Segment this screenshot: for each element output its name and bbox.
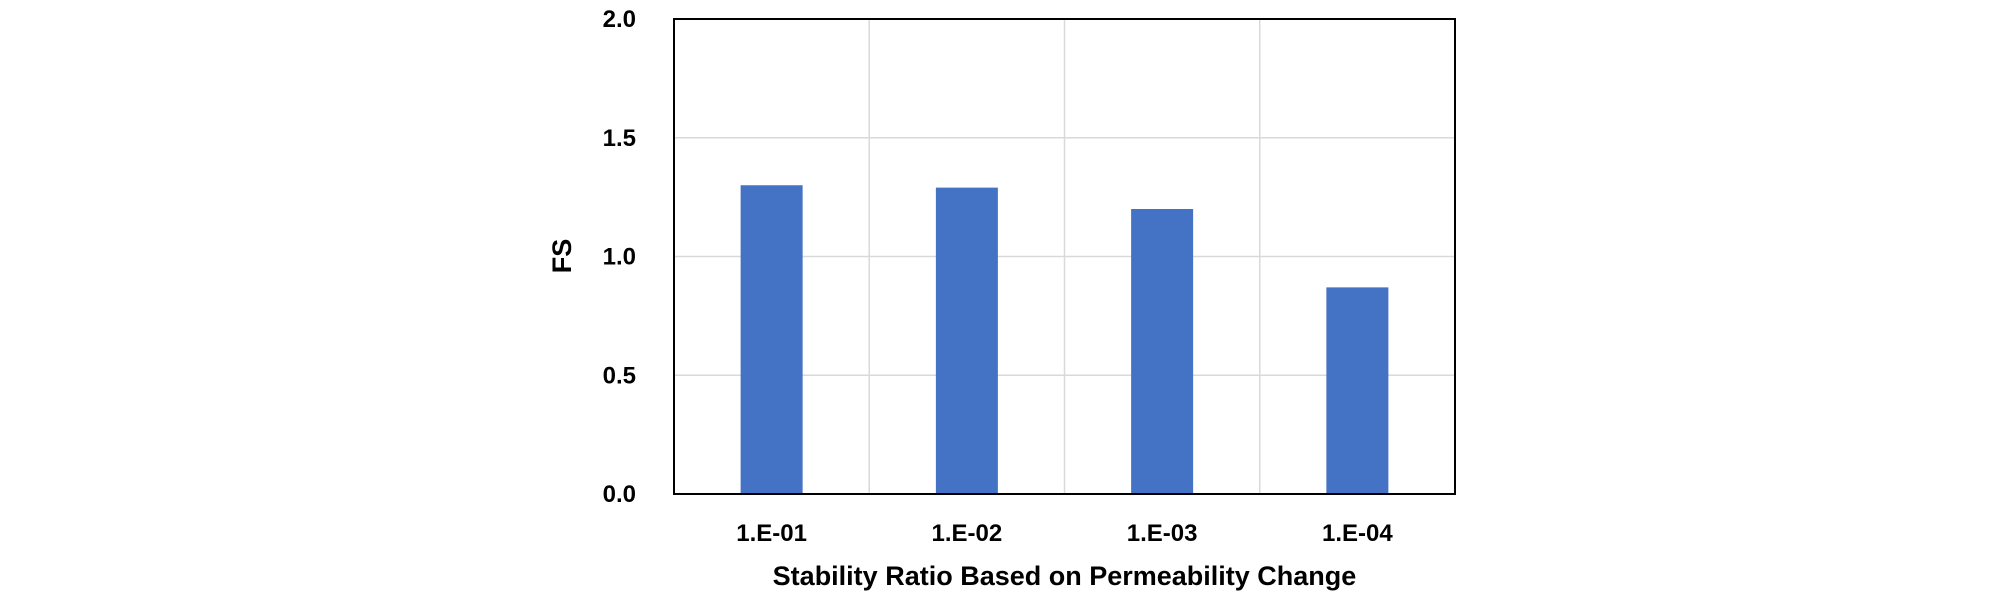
y-tick-label: 1.5 — [603, 125, 636, 152]
y-tick-label: 0.0 — [603, 481, 636, 508]
y-tick-labels: 0.0 0.5 1.0 1.5 2.0 — [603, 6, 636, 508]
x-tick-labels: 1.E-01 1.E-02 1.E-03 1.E-04 — [736, 520, 1393, 547]
bar-1.E-03 — [1131, 209, 1194, 494]
x-tick-label: 1.E-04 — [1322, 520, 1393, 547]
gridlines — [674, 19, 1455, 494]
x-tick-label: 1.E-01 — [736, 520, 807, 547]
y-tick-label: 2.0 — [603, 6, 636, 33]
bar-1.E-02 — [935, 187, 998, 494]
x-tick-label: 1.E-03 — [1127, 520, 1198, 547]
bar-1.E-04 — [1326, 287, 1389, 494]
x-tick-label: 1.E-02 — [932, 520, 1003, 547]
y-tick-label: 1.0 — [603, 244, 636, 271]
y-tick-label: 0.5 — [603, 362, 636, 389]
y-axis-title: FS — [547, 239, 577, 274]
plot-area-frame — [673, 18, 1456, 495]
x-axis-title: Stability Ratio Based on Permeability Ch… — [773, 561, 1357, 591]
bars — [740, 185, 1389, 494]
bar-1.E-01 — [740, 185, 803, 494]
